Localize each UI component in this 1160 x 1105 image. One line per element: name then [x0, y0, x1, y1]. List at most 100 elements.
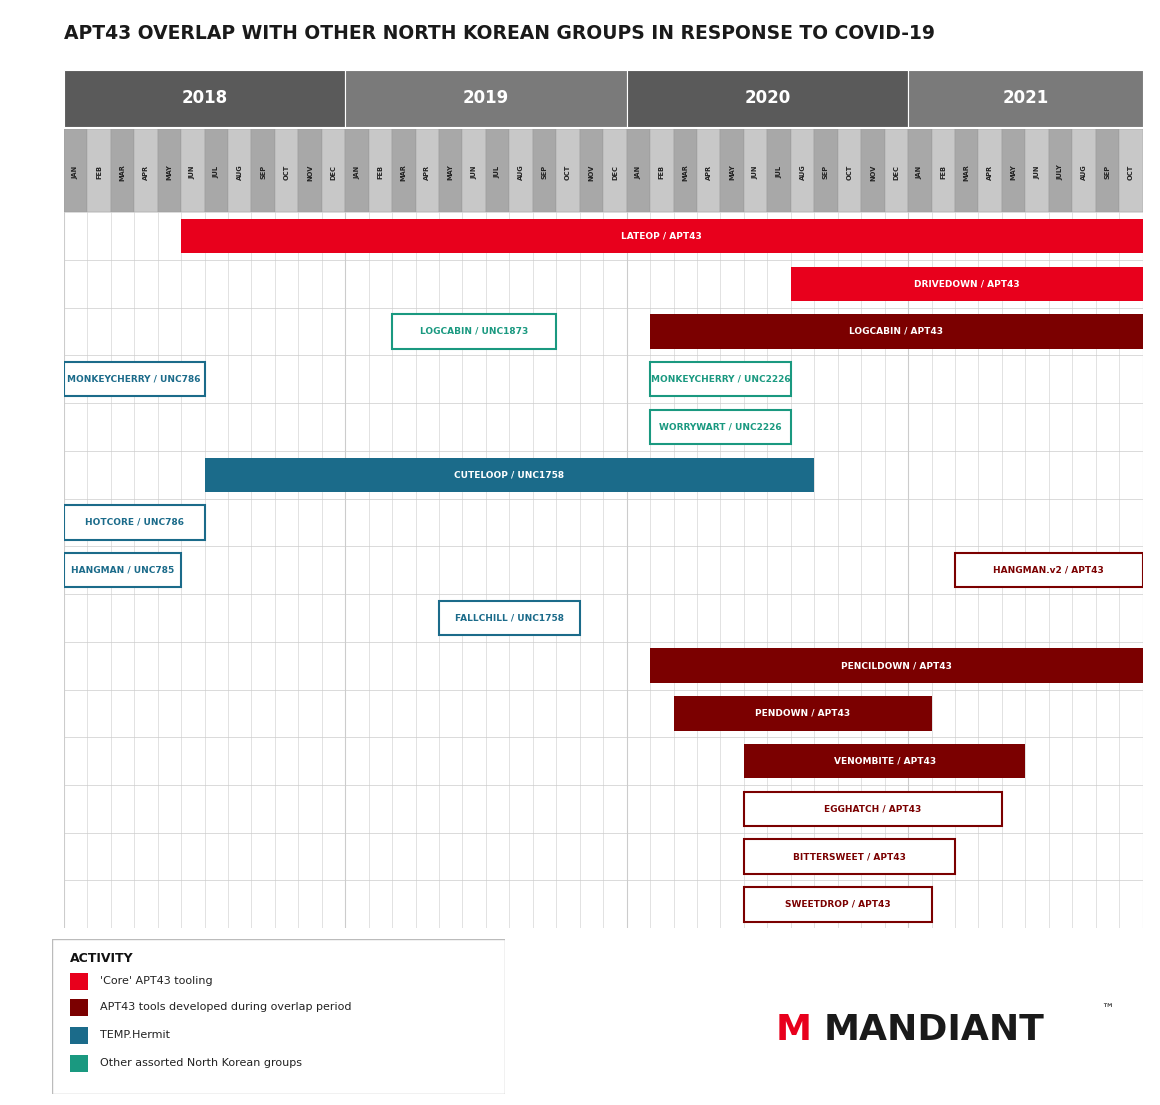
Text: OCT: OCT — [1128, 165, 1133, 180]
Text: APR: APR — [987, 165, 993, 180]
Text: LOGCABIN / APT43: LOGCABIN / APT43 — [849, 327, 943, 336]
Text: FALLCHILL / UNC1758: FALLCHILL / UNC1758 — [455, 613, 564, 622]
Text: SWEETDROP / APT43: SWEETDROP / APT43 — [785, 899, 891, 908]
Text: MANDIANT: MANDIANT — [824, 1013, 1044, 1046]
Text: MAY: MAY — [166, 165, 173, 180]
Text: 2019: 2019 — [463, 90, 509, 107]
Bar — [438, 601, 580, 635]
Bar — [64, 70, 346, 127]
Bar — [346, 129, 369, 212]
Bar — [135, 129, 158, 212]
Bar — [557, 129, 580, 212]
Text: JAN: JAN — [636, 166, 641, 179]
Text: FEB: FEB — [941, 166, 947, 179]
Text: APR: APR — [425, 165, 430, 180]
Bar — [955, 129, 978, 212]
Text: MAR: MAR — [401, 164, 407, 181]
Bar — [275, 129, 298, 212]
Bar — [64, 362, 204, 397]
Text: JUN: JUN — [753, 166, 759, 179]
Text: JUN: JUN — [190, 166, 196, 179]
Text: OCT: OCT — [283, 165, 290, 180]
Text: MONKEYCHERRY / UNC786: MONKEYCHERRY / UNC786 — [67, 375, 201, 383]
Text: 2018: 2018 — [181, 90, 227, 107]
Text: JUN: JUN — [1034, 166, 1041, 179]
Text: DEC: DEC — [893, 165, 899, 180]
Text: FEB: FEB — [377, 166, 384, 179]
Bar — [321, 129, 346, 212]
Bar — [181, 129, 204, 212]
Bar — [885, 129, 908, 212]
Bar — [955, 552, 1143, 588]
Text: DEC: DEC — [612, 165, 618, 180]
Text: SEP: SEP — [260, 166, 266, 179]
Text: JAN: JAN — [354, 166, 360, 179]
Text: MAR: MAR — [682, 164, 688, 181]
Text: MAR: MAR — [964, 164, 970, 181]
Bar — [87, 129, 110, 212]
Text: LOGCABIN / UNC1873: LOGCABIN / UNC1873 — [420, 327, 528, 336]
Bar — [650, 649, 1143, 683]
Bar — [532, 129, 557, 212]
Bar — [931, 129, 955, 212]
Text: AUG: AUG — [237, 165, 242, 180]
Text: TEMP.Hermit: TEMP.Hermit — [100, 1030, 169, 1040]
Bar — [908, 129, 931, 212]
Text: NOV: NOV — [588, 165, 594, 180]
Bar — [838, 129, 861, 212]
Bar — [861, 129, 885, 212]
Bar — [674, 129, 697, 212]
Bar — [697, 129, 720, 212]
Bar — [603, 129, 626, 212]
Text: JUL: JUL — [776, 167, 782, 178]
Text: APT43 tools developed during overlap period: APT43 tools developed during overlap per… — [100, 1002, 351, 1012]
Bar — [509, 129, 532, 212]
Text: APR: APR — [143, 165, 148, 180]
Bar — [71, 999, 88, 1015]
Text: WORRYWART / UNC2226: WORRYWART / UNC2226 — [659, 422, 782, 431]
Bar — [580, 129, 603, 212]
Text: JUL: JUL — [213, 167, 219, 178]
Bar — [204, 457, 814, 492]
Bar — [369, 129, 392, 212]
Text: JUL: JUL — [494, 167, 501, 178]
Text: AUG: AUG — [799, 165, 805, 180]
Text: LATEOP / APT43: LATEOP / APT43 — [622, 232, 702, 241]
Bar — [908, 70, 1143, 127]
Bar — [744, 129, 768, 212]
Text: FEB: FEB — [659, 166, 665, 179]
Text: VENOMBITE / APT43: VENOMBITE / APT43 — [834, 757, 936, 766]
Text: M: M — [775, 1013, 812, 1046]
Text: ACTIVITY: ACTIVITY — [71, 951, 133, 965]
Text: PENCILDOWN / APT43: PENCILDOWN / APT43 — [841, 661, 952, 670]
Bar — [415, 129, 438, 212]
Bar — [71, 1054, 88, 1072]
Text: AUG: AUG — [519, 165, 524, 180]
Bar — [204, 129, 229, 212]
Text: SEP: SEP — [542, 166, 548, 179]
Text: PENDOWN / APT43: PENDOWN / APT43 — [755, 709, 850, 718]
Bar — [744, 887, 931, 922]
Bar — [229, 129, 252, 212]
Bar — [463, 129, 486, 212]
Bar — [1096, 129, 1119, 212]
Text: APR: APR — [705, 165, 712, 180]
Bar — [71, 1027, 88, 1043]
Bar — [1119, 129, 1143, 212]
Text: OCT: OCT — [565, 165, 571, 180]
Bar — [744, 791, 1002, 827]
Text: 2021: 2021 — [1002, 90, 1049, 107]
Text: HANGMAN.v2 / APT43: HANGMAN.v2 / APT43 — [993, 566, 1104, 575]
Bar — [64, 505, 204, 539]
Text: DEC: DEC — [331, 165, 336, 180]
Bar — [650, 314, 1143, 349]
Bar — [64, 552, 181, 588]
Text: FEB: FEB — [96, 166, 102, 179]
Text: DRIVEDOWN / APT43: DRIVEDOWN / APT43 — [914, 280, 1020, 288]
Text: AUG: AUG — [1081, 165, 1087, 180]
Text: HANGMAN / UNC785: HANGMAN / UNC785 — [71, 566, 174, 575]
Bar — [392, 314, 557, 349]
Text: MAY: MAY — [448, 165, 454, 180]
Bar — [158, 129, 181, 212]
Bar — [64, 129, 87, 212]
